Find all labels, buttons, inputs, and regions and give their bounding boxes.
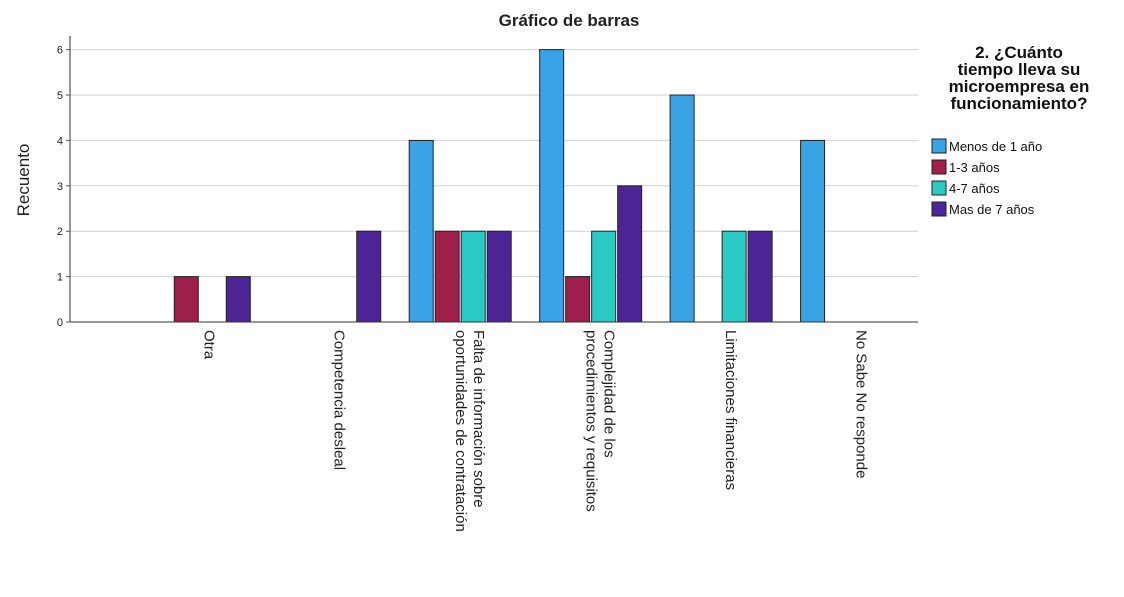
y-tick-label: 1 <box>57 272 63 284</box>
legend-swatch <box>931 201 947 217</box>
bar <box>800 139 826 323</box>
y-tick-label: 3 <box>57 181 63 193</box>
bar <box>669 94 695 323</box>
chart-title: Gráfico de barras <box>499 11 640 30</box>
bar <box>408 139 434 323</box>
bar <box>356 230 382 323</box>
x-tick-label: No Sabe No responde <box>853 330 870 478</box>
y-tick-label: 2 <box>57 226 63 238</box>
bar <box>460 230 486 323</box>
legend-swatch <box>931 180 947 196</box>
bar <box>591 230 617 323</box>
legend-title: 2. ¿Cuánto <box>975 43 1063 62</box>
legend-title: microempresa en <box>949 77 1090 96</box>
y-axis-label: Recuento <box>14 144 33 217</box>
y-tick-labels: 0 1 2 3 4 5 6 <box>57 45 70 329</box>
x-tick-label: oportunidades de contratación <box>452 330 469 532</box>
legend-title: funcionamiento? <box>951 94 1088 113</box>
legend-swatch <box>931 159 947 175</box>
x-tick-label: Limitaciones financieras <box>722 330 739 490</box>
bar <box>173 276 199 323</box>
x-tick-label: Otra <box>200 330 217 360</box>
y-tick-label: 6 <box>57 45 63 57</box>
y-tick-label: 0 <box>57 317 63 329</box>
bar <box>539 49 565 323</box>
legend-title: tiempo lleva su <box>958 60 1081 79</box>
bar <box>486 230 512 323</box>
legend-label: 1-3 años <box>949 160 1000 175</box>
grid-lines <box>70 49 918 278</box>
x-tick-label: Competencia desleal <box>331 330 348 470</box>
x-tick-label: Falta de información sobre <box>470 330 487 508</box>
x-tick-labels: Otra Competencia desleal Falta de informac… <box>200 330 869 532</box>
legend-label: 4-7 años <box>949 181 1000 196</box>
y-tick-label: 5 <box>57 90 63 102</box>
legend-swatch <box>931 138 947 154</box>
legend-label: Mas de 7 años <box>949 202 1035 217</box>
y-tick-label: 4 <box>57 135 63 147</box>
bar <box>747 230 773 323</box>
bar <box>434 230 460 323</box>
bar <box>617 185 643 323</box>
bar <box>721 230 747 323</box>
bar <box>565 276 591 323</box>
x-tick-label: Complejidad de los <box>601 330 618 458</box>
bars-group <box>173 49 826 323</box>
x-tick-label: procedimientos y requisitos <box>583 330 600 512</box>
legend-label: Menos de 1 año <box>949 139 1042 154</box>
axes <box>69 36 918 323</box>
bar <box>225 276 251 323</box>
